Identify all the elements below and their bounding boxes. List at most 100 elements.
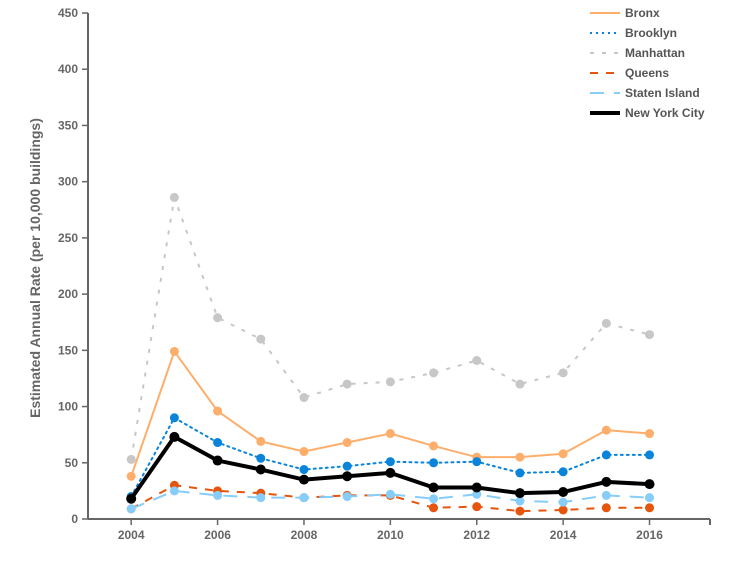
legend-label: Manhattan xyxy=(625,46,685,60)
data-point-new-york-city[interactable] xyxy=(644,479,655,490)
legend-item-manhattan[interactable]: Manhattan xyxy=(590,46,685,60)
data-point-brooklyn[interactable] xyxy=(515,468,525,478)
data-point-staten-island[interactable] xyxy=(169,486,179,496)
data-point-brooklyn[interactable] xyxy=(645,450,655,460)
y-tick-label: 350 xyxy=(58,118,78,132)
data-point-staten-island[interactable] xyxy=(256,493,266,503)
data-point-manhattan[interactable] xyxy=(601,318,611,328)
data-point-bronx[interactable] xyxy=(213,406,223,416)
data-point-manhattan[interactable] xyxy=(515,379,525,389)
data-point-manhattan[interactable] xyxy=(342,379,352,389)
data-point-manhattan[interactable] xyxy=(472,355,482,365)
data-point-new-york-city[interactable] xyxy=(212,455,223,466)
data-point-bronx[interactable] xyxy=(515,452,525,462)
data-point-new-york-city[interactable] xyxy=(385,467,396,478)
data-point-brooklyn[interactable] xyxy=(299,465,309,475)
data-point-bronx[interactable] xyxy=(601,425,611,435)
data-point-manhattan[interactable] xyxy=(385,377,395,387)
legend-label: Staten Island xyxy=(625,86,700,100)
data-point-queens[interactable] xyxy=(515,506,525,516)
y-tick-label: 250 xyxy=(58,231,78,245)
data-point-manhattan[interactable] xyxy=(169,192,179,202)
data-point-queens[interactable] xyxy=(429,503,439,513)
data-point-brooklyn[interactable] xyxy=(558,467,568,477)
legend-item-bronx[interactable]: Bronx xyxy=(590,6,660,20)
data-point-staten-island[interactable] xyxy=(515,496,525,506)
series-bronx xyxy=(126,346,655,481)
x-tick-label: 2004 xyxy=(118,528,145,542)
y-tick-label: 400 xyxy=(58,62,78,76)
series-brooklyn xyxy=(126,413,655,502)
data-point-new-york-city[interactable] xyxy=(298,474,309,485)
y-tick-label: 300 xyxy=(58,175,78,189)
data-point-queens[interactable] xyxy=(645,503,655,513)
data-point-manhattan[interactable] xyxy=(558,368,568,378)
data-point-brooklyn[interactable] xyxy=(601,450,611,460)
data-point-brooklyn[interactable] xyxy=(385,457,395,467)
x-tick-label: 2010 xyxy=(377,528,404,542)
y-tick-label: 50 xyxy=(65,456,79,470)
y-tick-label: 200 xyxy=(58,287,78,301)
data-point-new-york-city[interactable] xyxy=(558,487,569,498)
data-point-queens[interactable] xyxy=(558,505,568,515)
series-line-manhattan xyxy=(130,193,650,460)
x-tick-label: 2008 xyxy=(291,528,318,542)
data-point-brooklyn[interactable] xyxy=(169,413,179,423)
data-point-bronx[interactable] xyxy=(169,346,179,356)
data-point-new-york-city[interactable] xyxy=(601,476,612,487)
data-point-staten-island[interactable] xyxy=(299,493,309,503)
data-point-new-york-city[interactable] xyxy=(514,488,525,499)
series-staten-island xyxy=(126,486,655,514)
y-tick-label: 0 xyxy=(71,512,78,526)
data-point-new-york-city[interactable] xyxy=(342,471,353,482)
legend-label: Bronx xyxy=(625,6,660,20)
axes: 0 50 100 150 200 250 300 350 400 450 2004 2006 2008 2… xyxy=(58,6,711,542)
legend-label: New York City xyxy=(625,106,705,120)
data-point-brooklyn[interactable] xyxy=(256,453,266,463)
data-point-staten-island[interactable] xyxy=(645,493,655,503)
data-point-manhattan[interactable] xyxy=(429,368,439,378)
data-point-new-york-city[interactable] xyxy=(471,482,482,493)
data-point-staten-island[interactable] xyxy=(213,490,223,500)
data-point-bronx[interactable] xyxy=(429,441,439,451)
x-tick-label: 2014 xyxy=(550,528,577,542)
x-tick-label: 2012 xyxy=(463,528,490,542)
data-point-queens[interactable] xyxy=(472,502,482,512)
data-point-staten-island[interactable] xyxy=(429,494,439,504)
data-point-manhattan[interactable] xyxy=(299,393,309,403)
data-point-new-york-city[interactable] xyxy=(255,464,266,475)
series-new-york-city xyxy=(126,431,655,504)
data-point-new-york-city[interactable] xyxy=(169,431,180,442)
data-point-bronx[interactable] xyxy=(256,436,266,446)
data-point-new-york-city[interactable] xyxy=(428,482,439,493)
data-point-bronx[interactable] xyxy=(342,438,352,448)
data-point-brooklyn[interactable] xyxy=(429,458,439,468)
data-point-manhattan[interactable] xyxy=(213,313,223,323)
data-point-queens[interactable] xyxy=(601,503,611,513)
legend-item-new-york-city[interactable]: New York City xyxy=(590,106,705,120)
data-point-brooklyn[interactable] xyxy=(472,457,482,467)
legend-item-queens[interactable]: Queens xyxy=(590,66,669,80)
data-point-staten-island[interactable] xyxy=(126,504,136,514)
data-point-bronx[interactable] xyxy=(299,447,309,457)
data-point-manhattan[interactable] xyxy=(256,334,266,344)
data-point-bronx[interactable] xyxy=(645,429,655,439)
legend-item-brooklyn[interactable]: Brooklyn xyxy=(590,26,677,40)
data-point-staten-island[interactable] xyxy=(472,489,482,499)
data-point-bronx[interactable] xyxy=(126,471,136,481)
data-point-manhattan[interactable] xyxy=(126,454,136,464)
data-point-staten-island[interactable] xyxy=(385,489,395,499)
data-point-brooklyn[interactable] xyxy=(342,461,352,471)
data-point-staten-island[interactable] xyxy=(601,490,611,500)
x-tick-label: 2006 xyxy=(204,528,231,542)
data-point-new-york-city[interactable] xyxy=(126,493,137,504)
series-manhattan xyxy=(126,192,655,464)
data-point-staten-island[interactable] xyxy=(558,497,568,507)
data-point-manhattan[interactable] xyxy=(645,330,655,340)
y-tick-label: 150 xyxy=(58,343,78,357)
data-point-brooklyn[interactable] xyxy=(213,438,223,448)
legend-item-staten-island[interactable]: Staten Island xyxy=(590,86,700,100)
data-point-staten-island[interactable] xyxy=(342,492,352,502)
data-point-bronx[interactable] xyxy=(385,429,395,439)
data-point-bronx[interactable] xyxy=(558,449,568,459)
